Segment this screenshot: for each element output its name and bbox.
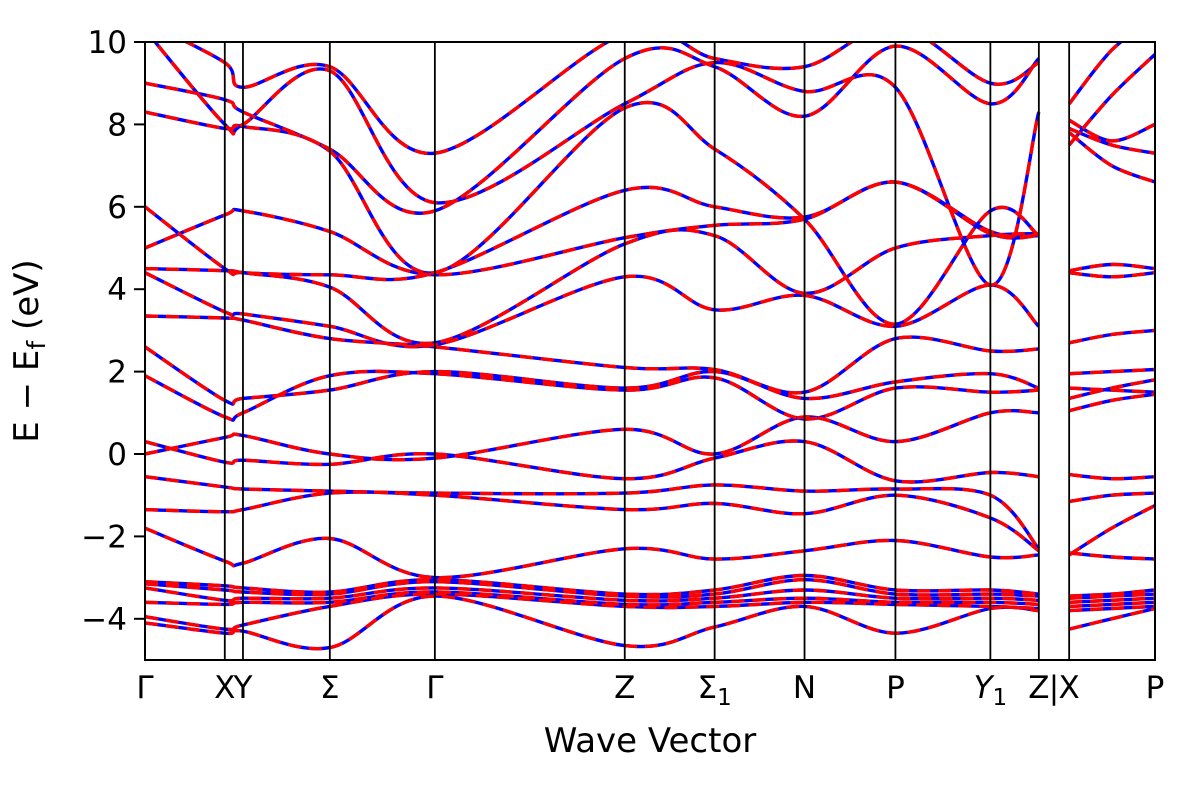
band-line-red: [145, 586, 1039, 603]
band-line-red: [145, 228, 1039, 346]
y-axis-title: E − Ef (eV): [7, 259, 51, 442]
band-line-red: [1068, 262, 1155, 273]
band-line-red: [1067, 42, 1124, 105]
band-line-red: [1068, 118, 1155, 143]
y-tick-label: 6: [107, 190, 127, 226]
band-line-blue: [145, 439, 1039, 484]
band-line-red: [145, 314, 1039, 395]
band-line-red: [145, 577, 1039, 599]
x-axis-title: Wave Vector: [544, 721, 756, 761]
kpoint-label: N: [793, 670, 816, 706]
kpoint-label: Σ: [320, 670, 340, 706]
band-line-red: [145, 180, 1039, 282]
kpoint-label: P: [1146, 670, 1165, 706]
plot-frame: [144, 41, 1156, 661]
kpoint-label: Y: [233, 670, 253, 706]
band-line-red: [1068, 378, 1155, 401]
band-line-red: [1069, 592, 1155, 600]
kpoint-label: |: [1049, 670, 1059, 706]
band-line-red: [145, 490, 1040, 553]
band-line-red: [1068, 491, 1155, 504]
y-tick-label: −4: [81, 602, 127, 638]
kpoint-label: Γ: [426, 670, 444, 706]
kpoint-label: Y1: [974, 670, 1008, 711]
band-line-red: [1069, 588, 1155, 598]
kpoint-label: Σ1: [698, 670, 732, 711]
kpoint-label: Z: [1028, 670, 1049, 706]
band-line-red: [145, 573, 1039, 597]
kpoint-label: Γ: [136, 670, 154, 706]
band-line-red: [145, 180, 1039, 277]
band-line-red: [1069, 604, 1155, 613]
band-line-red: [145, 592, 1039, 632]
band-line-red: [1069, 472, 1155, 481]
band-line-red: [145, 594, 1039, 651]
band-line-red: [1069, 600, 1155, 609]
band-line-red: [1069, 367, 1155, 376]
y-tick-label: 2: [107, 355, 127, 391]
band-line-red: [1068, 392, 1155, 413]
y-tick-label: 4: [107, 272, 127, 308]
band-line-red: [1068, 606, 1155, 631]
band-line-red: [145, 590, 1039, 607]
band-line-red: [1069, 551, 1155, 561]
band-line-red: [1067, 53, 1155, 147]
kpoint-label: X: [214, 670, 235, 706]
band-line-red: [183, 42, 1040, 155]
y-tick-label: 10: [88, 25, 127, 61]
band-line-red: [145, 345, 1040, 406]
kpoint-label: Z: [614, 670, 635, 706]
band-line-red: [1069, 596, 1155, 604]
band-line-red: [1068, 503, 1155, 557]
band-line-red: [1068, 126, 1155, 155]
band-line-red: [1069, 271, 1155, 279]
y-tick-label: 8: [107, 107, 127, 143]
band-line-red: [1068, 328, 1155, 345]
y-tick-label: −2: [81, 519, 127, 555]
band-line-red: [145, 526, 1039, 580]
y-tick-label: 0: [107, 437, 127, 473]
band-line-red: [1069, 386, 1155, 394]
kpoint-label: P: [886, 670, 905, 706]
band-line-red: [1068, 131, 1155, 184]
band-line-red: [145, 369, 1039, 422]
kpoint-label: X: [1059, 670, 1080, 706]
